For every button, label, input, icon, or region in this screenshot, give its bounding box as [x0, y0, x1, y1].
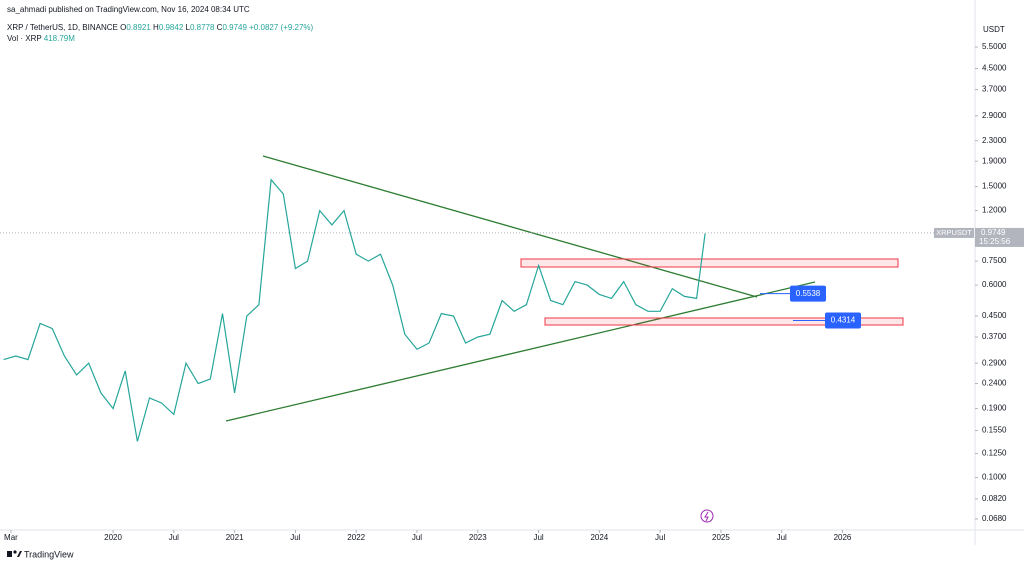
x-tick-label: Jul	[533, 533, 543, 542]
ohlc: O0.8921 H0.9842 L0.8778 C0.9749 +0.0827 …	[120, 23, 313, 32]
zone-box	[544, 317, 904, 326]
y-tick-label: 2.9000	[982, 111, 1007, 120]
ohlc-key: H	[153, 23, 159, 32]
event-icon	[704, 511, 709, 522]
x-tick-label: Jul	[169, 533, 179, 542]
symbol-tag-text: XRPUSDT	[936, 228, 972, 237]
price-label-box	[790, 285, 826, 302]
ohlc-value: 0.9749	[222, 23, 247, 32]
logo	[7, 550, 22, 557]
x-tick-label: 2020	[104, 533, 122, 542]
legend-row: XRP / TetherUS, 1D, BINANCE O0.8921 H0.9…	[7, 23, 313, 32]
x-tick-label: 2025	[712, 533, 730, 542]
x-tick-label: Jul	[290, 533, 300, 542]
y-tick-label: 0.1550	[982, 426, 1007, 435]
y-tick-label: 2.3000	[982, 136, 1007, 145]
y-tick-label: 1.9000	[982, 156, 1007, 165]
y-tick-label: 0.4500	[982, 311, 1007, 320]
ohlc-value: +0.0827 (+9.27%)	[249, 23, 314, 32]
ohlc-key: L	[185, 23, 190, 32]
y-tick-label: 1.2000	[982, 206, 1007, 215]
symbol-tag	[934, 227, 974, 238]
y-tick-label: 0.0820	[982, 494, 1007, 503]
ohlc-value: 0.8921	[126, 23, 151, 32]
price-label: 0.5538	[796, 289, 821, 298]
trend-line	[225, 281, 816, 422]
ohlc-key: C	[216, 23, 223, 32]
y-tick-label: 0.7500	[982, 256, 1007, 265]
price-label: 0.4314	[831, 316, 856, 325]
price-tag	[975, 227, 1024, 247]
price-line	[3, 178, 706, 442]
y-tick-label: 1.5000	[982, 182, 1007, 191]
volume-value: 418.79M	[43, 34, 75, 43]
y-tick-label: 0.2400	[982, 379, 1007, 388]
symbol: XRP / TetherUS, 1D, BINANCE	[7, 23, 118, 32]
ohlc-key: O	[120, 23, 127, 32]
x-tick-label: Jul	[412, 533, 422, 542]
y-tick-label: 4.5000	[982, 64, 1007, 73]
price-label-box	[825, 312, 861, 329]
zone-box	[520, 258, 899, 268]
y-tick-label: 3.7000	[982, 85, 1007, 94]
currency: USDT	[983, 25, 1005, 34]
x-tick-label: 2026	[834, 533, 852, 542]
y-tick-label: 0.3700	[982, 332, 1007, 341]
ohlc-value: 0.8778	[189, 23, 215, 32]
trend-line	[262, 155, 758, 298]
x-tick-label: 2023	[469, 533, 487, 542]
y-tick-label: 0.6000	[982, 280, 1007, 289]
x-tick-label: Mar	[4, 533, 18, 542]
x-tick-label: 2021	[226, 533, 244, 542]
y-tick-label: 0.1000	[982, 473, 1007, 482]
countdown: 15:25:56	[979, 237, 1011, 246]
y-tick-label: 0.2900	[982, 358, 1007, 367]
price-tag-text: 0.9749	[981, 228, 1006, 237]
publisher: sa_ahmadi published on TradingView.com, …	[7, 5, 250, 14]
y-tick-label: 0.0680	[982, 514, 1007, 523]
y-tick-label: 0.1900	[982, 404, 1007, 413]
volume-key: Vol · XRP	[7, 34, 42, 43]
x-tick-label: 2022	[347, 533, 365, 542]
brand: TradingView	[24, 549, 74, 559]
x-tick-label: Jul	[777, 533, 787, 542]
x-tick-label: 2024	[590, 533, 608, 542]
y-tick-label: 5.5000	[982, 42, 1007, 51]
event-icon	[700, 509, 714, 523]
x-tick-label: Jul	[655, 533, 665, 542]
ohlc-value: 0.9842	[158, 23, 184, 32]
y-tick-label: 0.1250	[982, 449, 1007, 458]
volume-row: Vol · XRP 418.79M	[7, 34, 75, 43]
